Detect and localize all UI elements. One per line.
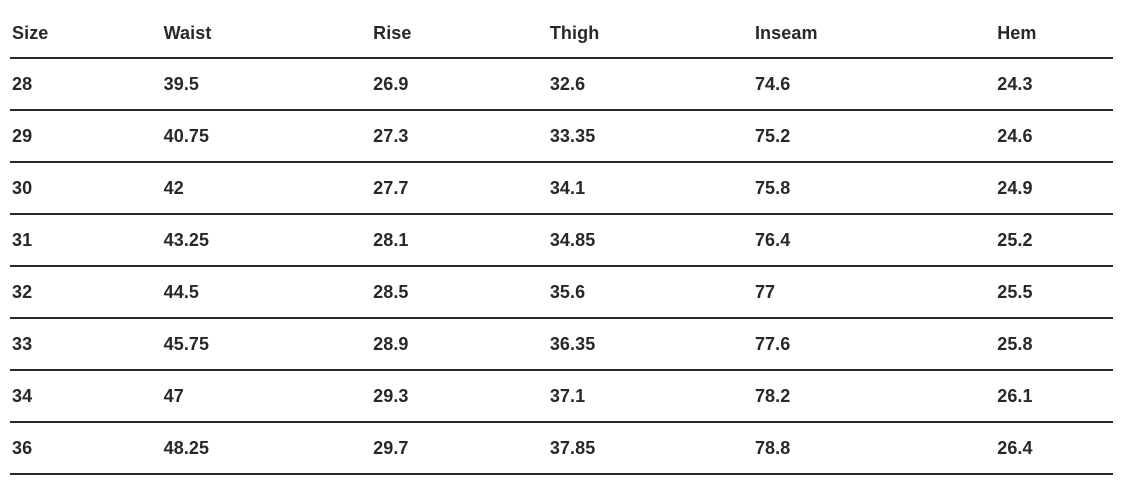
table-header: Size Waist Rise Thigh Inseam Hem xyxy=(10,0,1113,59)
table-cell: 33 xyxy=(10,318,162,371)
table-cell: 34 xyxy=(10,370,162,423)
table-cell: 48.25 xyxy=(161,422,372,475)
table-cell: 74.6 xyxy=(752,58,996,111)
table-cell: 27.7 xyxy=(371,162,548,215)
table-cell: 77.6 xyxy=(752,318,996,371)
table-cell: 75.2 xyxy=(752,110,996,163)
table-cell: 43.25 xyxy=(161,214,372,267)
size-chart-container: Size Waist Rise Thigh Inseam Hem 28 39.5 26.9 32… xyxy=(10,0,1113,475)
table-cell: 29.3 xyxy=(371,370,548,423)
table-cell: 75.8 xyxy=(752,162,996,215)
table-cell: 45.75 xyxy=(161,318,372,371)
table-cell: 25.5 xyxy=(995,266,1113,319)
table-cell: 24.9 xyxy=(995,162,1113,215)
table-cell: 44.5 xyxy=(161,266,372,319)
table-cell: 26.1 xyxy=(995,370,1113,423)
size-chart-table: Size Waist Rise Thigh Inseam Hem 28 39.5 26.9 32… xyxy=(10,0,1113,475)
table-cell: 24.3 xyxy=(995,58,1113,111)
column-header-inseam: Inseam xyxy=(752,0,996,59)
table-cell: 78.8 xyxy=(752,422,996,475)
table-cell: 37.85 xyxy=(547,422,753,475)
table-cell: 25.2 xyxy=(995,214,1113,267)
table-cell: 26.9 xyxy=(371,58,548,111)
table-cell: 30 xyxy=(10,162,162,215)
table-cell: 28.5 xyxy=(371,266,548,319)
column-header-rise: Rise xyxy=(371,0,548,59)
table-cell: 31 xyxy=(10,214,162,267)
table-row: 34 47 29.3 37.1 78.2 26.1 xyxy=(10,370,1113,423)
table-row: 31 43.25 28.1 34.85 76.4 25.2 xyxy=(10,214,1113,267)
table-cell: 34.1 xyxy=(547,162,753,215)
table-row: 33 45.75 28.9 36.35 77.6 25.8 xyxy=(10,318,1113,371)
table-cell: 35.6 xyxy=(547,266,753,319)
table-cell: 77 xyxy=(752,266,996,319)
table-cell: 37.1 xyxy=(547,370,753,423)
table-cell: 36 xyxy=(10,422,162,475)
table-cell: 24.6 xyxy=(995,110,1113,163)
table-cell: 28 xyxy=(10,58,162,111)
column-header-thigh: Thigh xyxy=(547,0,753,59)
table-cell: 47 xyxy=(161,370,372,423)
table-row: 32 44.5 28.5 35.6 77 25.5 xyxy=(10,266,1113,319)
column-header-waist: Waist xyxy=(161,0,372,59)
table-row: 29 40.75 27.3 33.35 75.2 24.6 xyxy=(10,110,1113,163)
table-cell: 34.85 xyxy=(547,214,753,267)
header-row: Size Waist Rise Thigh Inseam Hem xyxy=(10,0,1113,59)
table-body: 28 39.5 26.9 32.6 74.6 24.3 29 40.75 27.3 33.35 75… xyxy=(10,58,1113,475)
table-cell: 78.2 xyxy=(752,370,996,423)
table-cell: 27.3 xyxy=(371,110,548,163)
table-cell: 39.5 xyxy=(161,58,372,111)
table-cell: 36.35 xyxy=(547,318,753,371)
table-cell: 40.75 xyxy=(161,110,372,163)
table-cell: 33.35 xyxy=(547,110,753,163)
table-row: 28 39.5 26.9 32.6 74.6 24.3 xyxy=(10,58,1113,111)
column-header-size: Size xyxy=(10,0,162,59)
table-cell: 28.9 xyxy=(371,318,548,371)
table-cell: 32 xyxy=(10,266,162,319)
table-row: 30 42 27.7 34.1 75.8 24.9 xyxy=(10,162,1113,215)
table-cell: 29 xyxy=(10,110,162,163)
table-cell: 32.6 xyxy=(547,58,753,111)
table-row: 36 48.25 29.7 37.85 78.8 26.4 xyxy=(10,422,1113,475)
table-cell: 76.4 xyxy=(752,214,996,267)
table-cell: 29.7 xyxy=(371,422,548,475)
table-cell: 25.8 xyxy=(995,318,1113,371)
table-cell: 42 xyxy=(161,162,372,215)
column-header-hem: Hem xyxy=(995,0,1113,59)
table-cell: 28.1 xyxy=(371,214,548,267)
table-cell: 26.4 xyxy=(995,422,1113,475)
